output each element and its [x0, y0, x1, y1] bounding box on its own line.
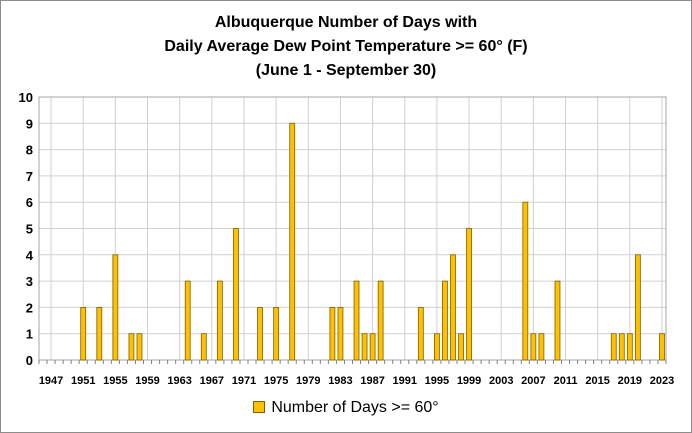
bar [417, 306, 424, 361]
chart-title-line-1: Albuquerque Number of Days with [214, 14, 478, 31]
bar [538, 333, 545, 361]
x-tick-label: 1967 [200, 375, 224, 387]
bar [466, 228, 472, 361]
bar [377, 280, 384, 361]
bar [450, 254, 456, 361]
legend-label: Number of Days >= 60° [271, 399, 439, 416]
x-tick-label: 2003 [489, 375, 513, 387]
bar [659, 333, 665, 361]
bar [522, 201, 529, 361]
y-tick-label: 9 [26, 116, 33, 131]
bar [112, 254, 119, 361]
x-tick-label: 1963 [167, 375, 191, 387]
x-tick-label: 2011 [554, 375, 578, 387]
legend: Number of Days >= 60° [1, 399, 691, 417]
x-tick-label: 1991 [393, 375, 417, 387]
x-tick-label: 1971 [232, 375, 256, 387]
bar [96, 306, 103, 361]
bar [128, 333, 135, 361]
bar [369, 333, 376, 361]
y-tick-label: 8 [26, 143, 33, 158]
bar [361, 333, 368, 361]
y-tick-label: 5 [26, 222, 33, 237]
x-tick-label: 1951 [71, 375, 95, 387]
bar [184, 280, 191, 361]
bar [434, 333, 440, 361]
y-tick-label: 6 [26, 195, 33, 210]
x-tick-label: 1995 [425, 375, 449, 387]
y-tick-label: 2 [26, 300, 33, 315]
x-tick-label: 1955 [103, 375, 127, 387]
x-tick-label: 2023 [650, 375, 674, 387]
bar [200, 333, 207, 361]
bar [289, 122, 296, 361]
y-tick-label: 4 [26, 248, 34, 263]
bar [353, 280, 360, 361]
bar [273, 306, 280, 361]
bar [634, 254, 641, 361]
bar [442, 280, 448, 361]
x-tick-label: 2007 [521, 375, 545, 387]
y-tick-label: 10 [19, 90, 33, 105]
y-tick-label: 1 [26, 327, 33, 342]
legend-swatch [253, 400, 266, 413]
bar [257, 306, 263, 361]
x-tick-label: 1983 [328, 375, 352, 387]
x-tick-label: 2015 [585, 375, 609, 387]
bar [626, 333, 633, 361]
bar [610, 333, 617, 361]
chart-title-line-2: Daily Average Dew Point Temperature >= 6… [164, 38, 528, 55]
chart-title-line-3: (June 1 - September 30) [255, 62, 437, 79]
bar [136, 333, 143, 361]
y-tick-label: 3 [26, 274, 33, 289]
bar [554, 280, 561, 361]
bar [618, 333, 625, 361]
bar [233, 228, 239, 361]
y-tick-label: 0 [26, 353, 33, 368]
bar [337, 306, 344, 361]
chart-title: Albuquerque Number of Days with Daily Av… [1, 11, 691, 83]
x-tick-label: 1959 [135, 375, 159, 387]
x-tick-label: 1979 [296, 375, 320, 387]
x-tick-label: 1987 [360, 375, 384, 387]
bar [80, 306, 87, 361]
bar [458, 333, 464, 361]
bar [329, 306, 336, 361]
y-tick-label: 7 [26, 169, 33, 184]
x-tick-label: 1999 [457, 375, 481, 387]
x-tick-label: 2019 [618, 375, 642, 387]
x-tick-label: 1947 [39, 375, 63, 387]
x-tick-label: 1975 [264, 375, 288, 387]
bar [216, 280, 223, 361]
bar [530, 333, 537, 361]
